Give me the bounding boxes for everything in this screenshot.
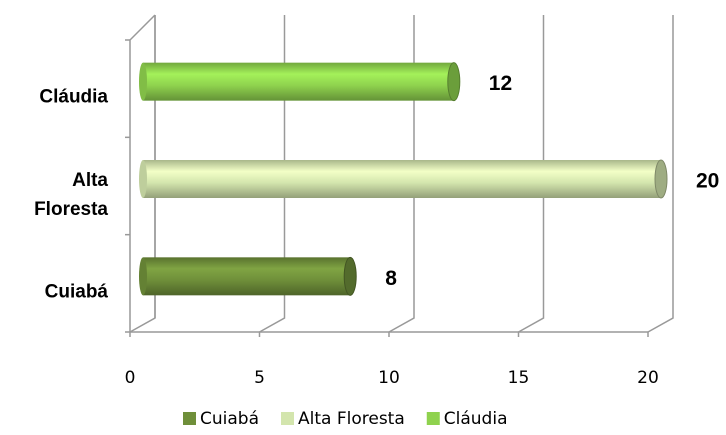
grid-line — [388, 15, 415, 333]
legend-label: Alta Floresta — [298, 409, 405, 429]
data-label: 12 — [489, 72, 512, 95]
bar-cap — [654, 159, 668, 199]
grid-line — [259, 15, 286, 333]
x-tick-label: 10 — [378, 368, 400, 388]
bar — [143, 257, 351, 296]
legend-label: Cláudia — [444, 409, 508, 429]
legend-swatch — [426, 412, 440, 425]
legend-label: Cuiabá — [200, 409, 259, 429]
bar-cap — [447, 62, 461, 102]
data-label: 20 — [696, 170, 719, 193]
bar-base — [139, 62, 147, 101]
y-tick-label: Alta Floresta — [34, 170, 108, 220]
x-tick-label: 5 — [254, 368, 265, 388]
bar-base — [139, 257, 147, 296]
grid-line — [518, 15, 545, 333]
x-tick-label: 20 — [637, 368, 659, 388]
y-tick-label: Cuiabá — [45, 281, 109, 302]
x-tick-label: 15 — [508, 368, 530, 388]
grid-line — [129, 15, 156, 333]
legend-swatch — [183, 412, 196, 425]
grid-line — [647, 15, 674, 333]
legend-swatch — [281, 412, 294, 425]
x-tick-label: 0 — [125, 368, 136, 388]
bar — [143, 62, 454, 101]
y-tick-label: Cláudia — [39, 87, 108, 108]
data-label: 8 — [385, 267, 397, 290]
bar-base — [139, 160, 147, 198]
bar-cap — [343, 256, 357, 296]
bar — [143, 160, 661, 198]
